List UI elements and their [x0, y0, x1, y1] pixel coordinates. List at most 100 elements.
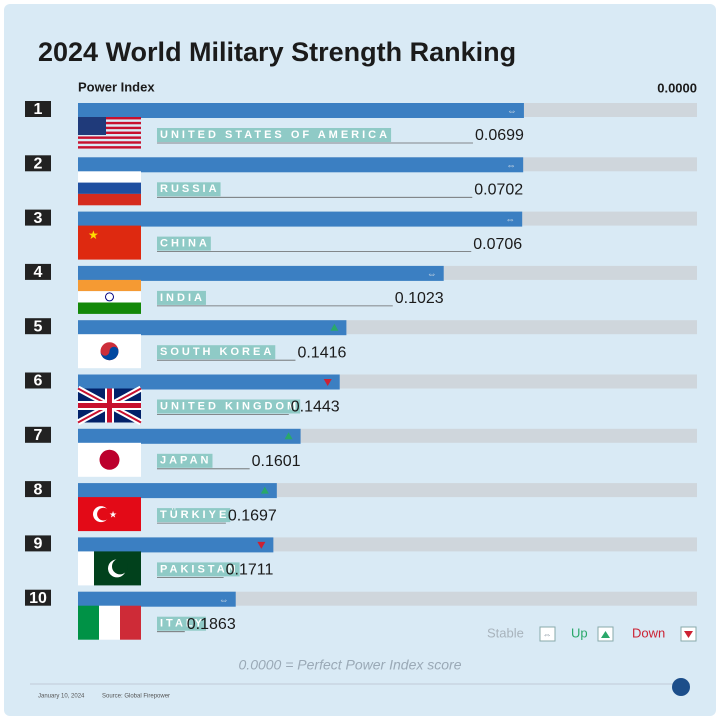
country-label: UNITED KINGDOM: [160, 400, 299, 412]
flag: [105, 292, 114, 302]
flag: [78, 121, 141, 125]
trend-marker: [260, 486, 269, 494]
country-label: ITALY: [160, 618, 205, 630]
flag: [78, 334, 141, 369]
legend-label: Stable: [487, 625, 524, 640]
bar: [78, 483, 277, 499]
rank-label: 5: [34, 318, 43, 335]
legend-label: Down: [632, 625, 665, 640]
bar: [78, 265, 444, 281]
flag: [78, 141, 141, 144]
flag: ★: [88, 228, 99, 242]
footnote: 0.0000 = Perfect Power Index score: [239, 657, 462, 673]
country-label-box: [157, 128, 392, 142]
rank-box: [25, 426, 51, 443]
value-label: 0.1443: [291, 399, 340, 416]
trend-marker: ⇔: [506, 160, 516, 171]
bar: [78, 103, 524, 118]
country-label: JAPAN: [160, 455, 211, 467]
trend-marker: ⇔: [219, 595, 229, 606]
flag: [78, 551, 94, 586]
flag: [78, 442, 141, 477]
flag: [78, 117, 141, 149]
value-label: 0.1023: [395, 290, 444, 307]
value-label: 0.1601: [252, 453, 301, 470]
flag: [78, 171, 141, 183]
country-label: UNITED STATES OF AMERICA: [160, 129, 390, 141]
legend-icon: [684, 631, 693, 638]
flag: [78, 302, 141, 314]
country-label: SOUTH KOREA: [160, 346, 274, 358]
flag: [78, 225, 141, 260]
rank-box: [25, 209, 51, 226]
flag: [112, 558, 128, 575]
flag: ★: [78, 225, 141, 260]
country-label-box: [157, 345, 276, 360]
country-label-box: [157, 616, 206, 631]
bar: [78, 211, 523, 227]
flag: [78, 279, 141, 292]
flag: [78, 605, 141, 640]
value-label: 0.0699: [475, 127, 524, 144]
rank-label: 8: [34, 481, 43, 498]
rank-box: [25, 155, 51, 172]
flag: [78, 193, 141, 206]
legend-icon: [539, 626, 556, 642]
rank-box: [25, 263, 51, 280]
flag: [78, 131, 141, 134]
legend: Stable ⇔ Up Down: [487, 625, 697, 642]
trend-marker: [257, 541, 266, 549]
flag: [78, 146, 141, 149]
rank-box: [25, 372, 51, 389]
flag: [78, 551, 141, 586]
flag: [99, 449, 120, 470]
country-label-box: [157, 562, 240, 577]
flag: ★: [78, 497, 141, 532]
bar: [78, 537, 274, 553]
country-label-box: [157, 236, 211, 251]
logo: [672, 678, 690, 696]
chart-title: 2024 World Military Strength Ranking: [38, 37, 516, 67]
flag: [76, 385, 143, 426]
value-label: 0.0706: [473, 236, 522, 253]
country-label: RUSSIA: [160, 183, 220, 195]
country-label-box: [157, 399, 301, 414]
flag: [78, 117, 141, 120]
flag: [100, 346, 119, 361]
rank-box: [25, 481, 51, 498]
bar: [78, 428, 301, 444]
source: Source: Global Firepower: [102, 694, 170, 700]
flag: [99, 605, 120, 640]
bar: [78, 591, 236, 607]
flag: [78, 279, 141, 314]
flag: [78, 126, 141, 130]
rank-box: [25, 101, 51, 117]
rank-label: 2: [34, 156, 43, 173]
value-label: 0.0702: [474, 182, 523, 199]
flag: [78, 605, 99, 640]
rank-box: [25, 589, 51, 606]
trend-marker: [284, 432, 293, 440]
x-tick-label: 0.0000: [657, 80, 697, 95]
value-label: 0.1863: [187, 616, 236, 633]
flag: ★: [109, 509, 117, 519]
rank-label: 6: [34, 373, 43, 390]
trend-marker: [330, 323, 339, 331]
country-label-box: [157, 508, 231, 523]
rank-label: 10: [29, 590, 47, 607]
bar: [78, 157, 524, 173]
rank-label: 7: [34, 427, 43, 444]
rank-label: 9: [34, 536, 43, 553]
legend-label: Up: [571, 625, 588, 640]
country-label-box: [157, 290, 206, 305]
trend-marker: ⇔: [505, 215, 515, 226]
flag: [78, 182, 141, 194]
trend-marker: ⇔: [507, 106, 517, 117]
flag: [120, 605, 141, 640]
rank-label: 3: [34, 210, 43, 227]
rank-box: [25, 318, 51, 335]
axis-label: Power Index: [78, 79, 155, 94]
trend-marker: ⇔: [427, 269, 437, 280]
country-label: PAKISTAN: [160, 563, 239, 575]
